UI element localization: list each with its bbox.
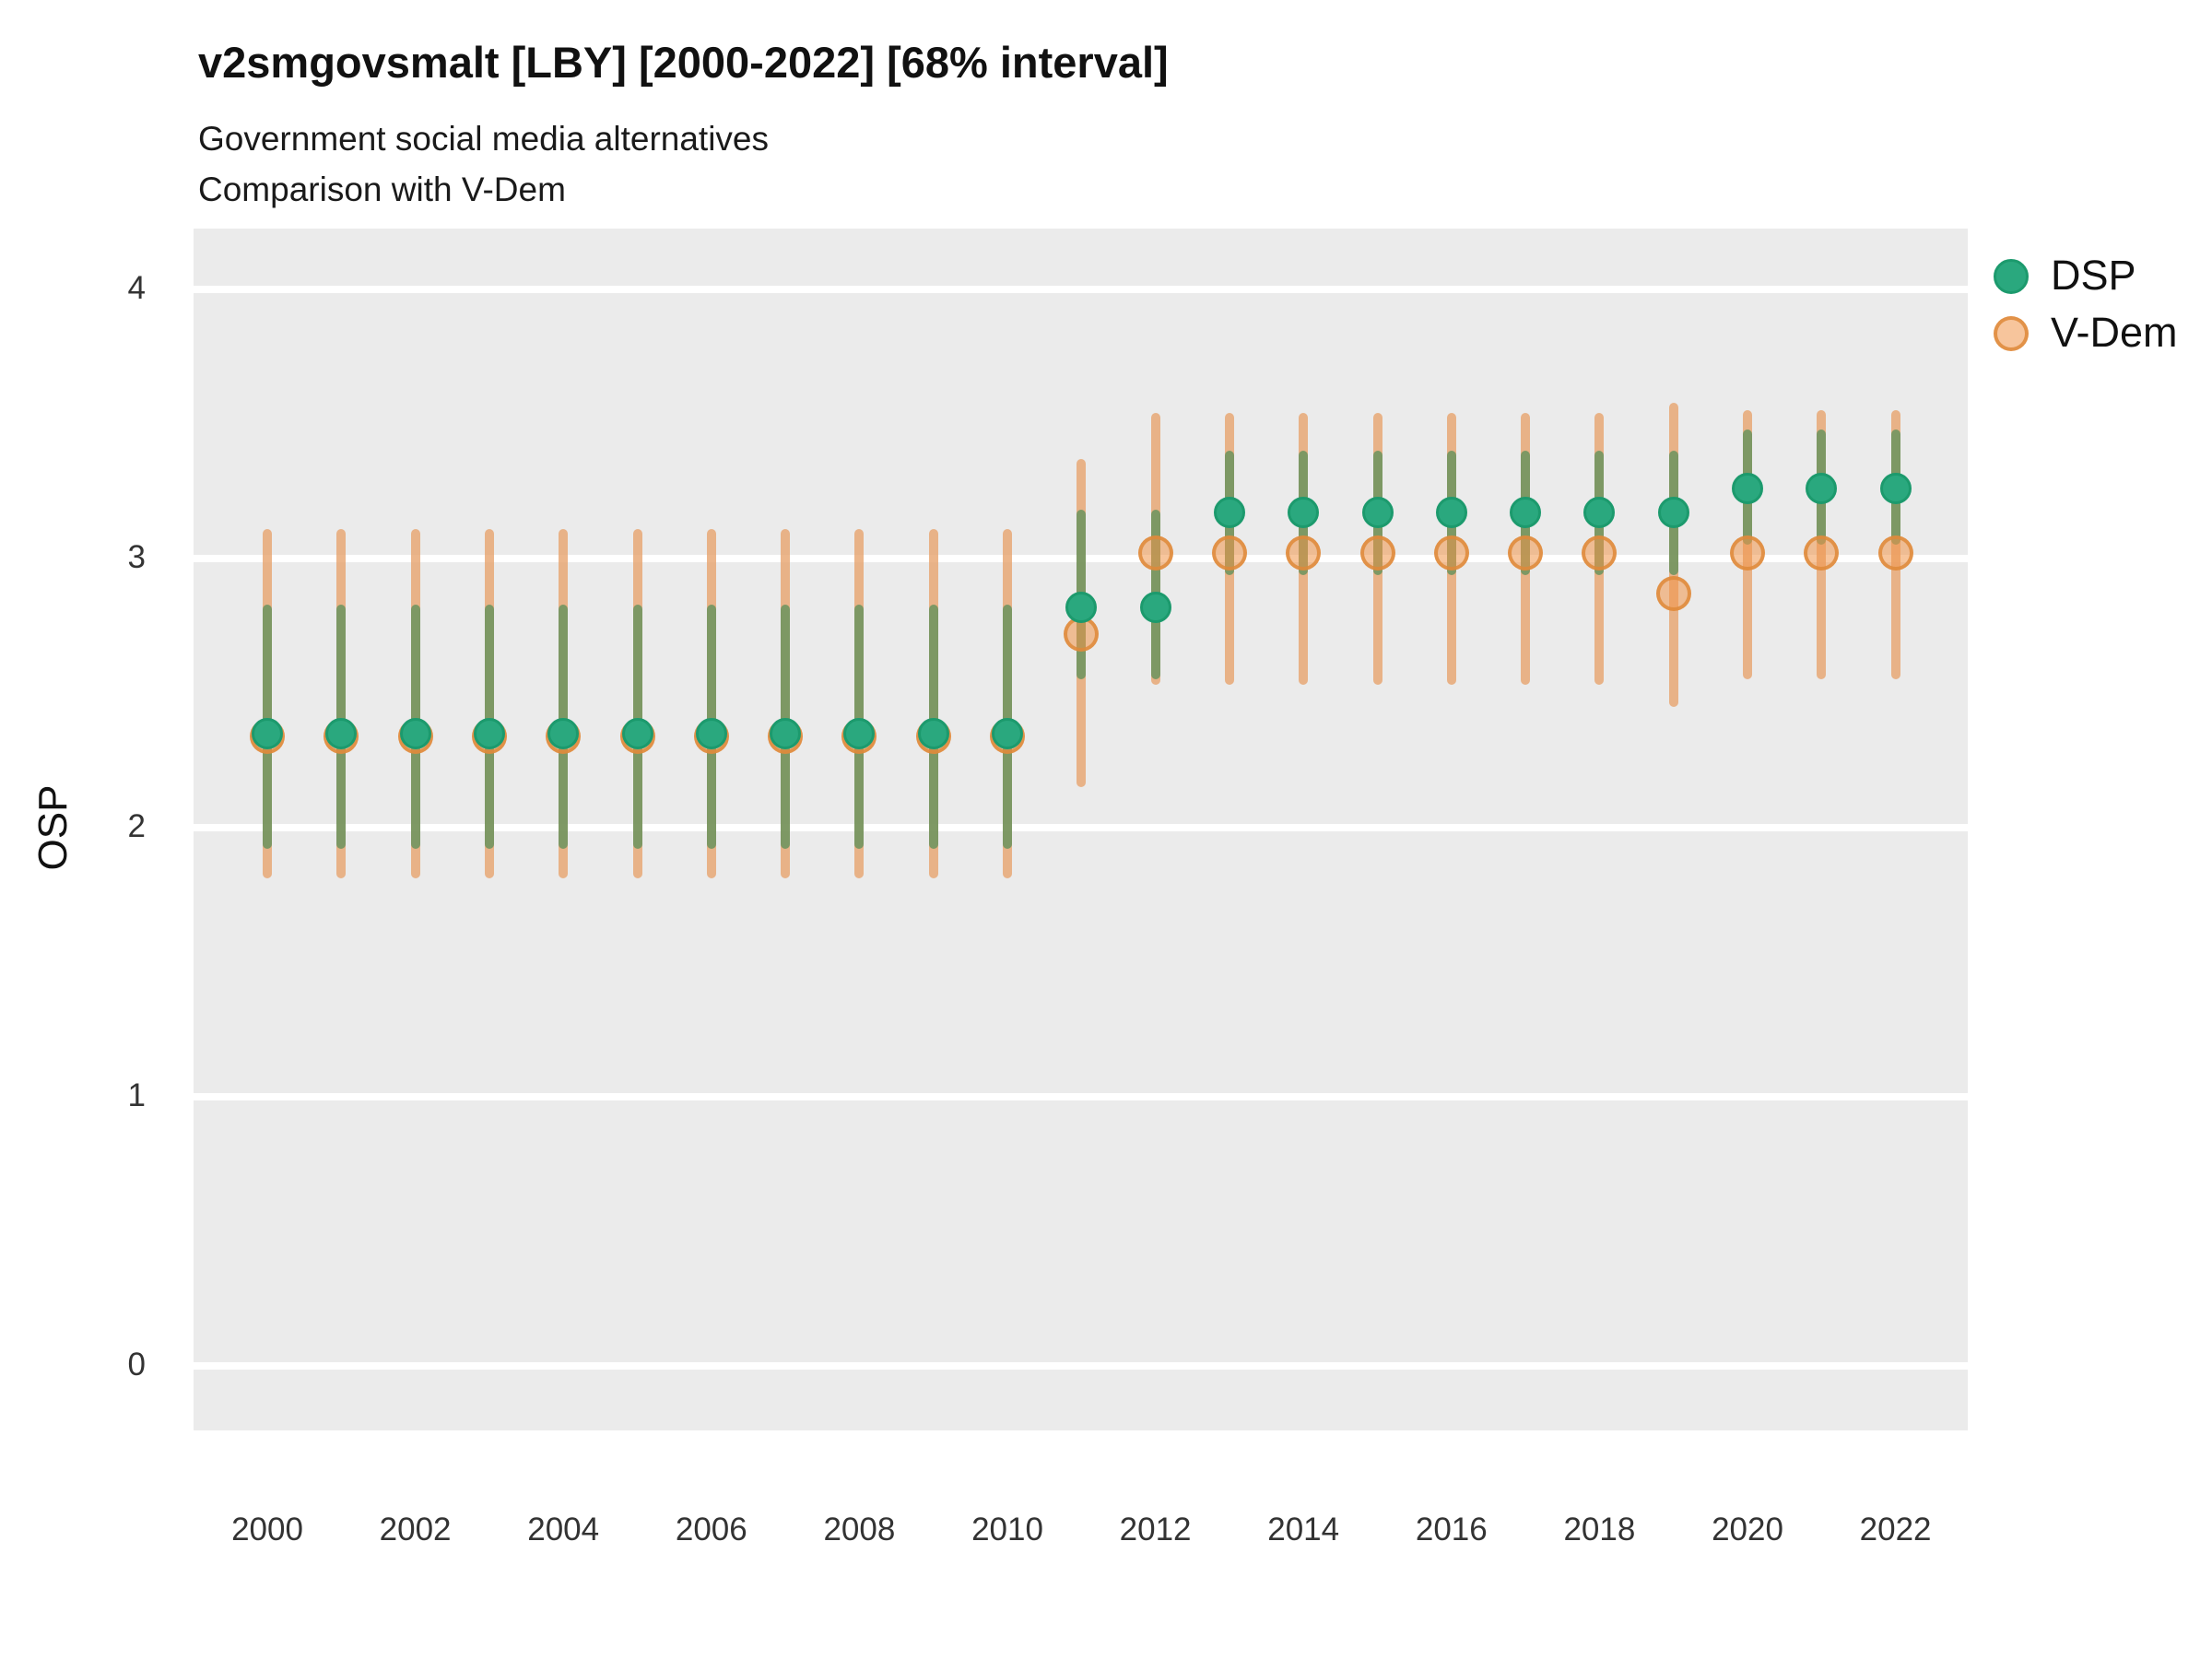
- vdem-point: [1877, 535, 1913, 571]
- dsp-point: [1065, 591, 1098, 623]
- dsp-point: [992, 717, 1023, 749]
- dsp-point: [770, 717, 802, 749]
- legend-vdem-point-icon: [1994, 316, 2029, 351]
- gridline-y-1: [194, 1093, 1968, 1100]
- y-tick-label: 4: [127, 270, 146, 306]
- x-tick-label: 2014: [1267, 1512, 1340, 1547]
- x-tick-label: 2002: [379, 1512, 452, 1547]
- gridline-y-2: [194, 824, 1968, 831]
- gridline-y-4: [194, 286, 1968, 293]
- dsp-point: [252, 717, 283, 749]
- x-tick-label: 2008: [823, 1512, 896, 1547]
- vdem-point: [1655, 575, 1691, 611]
- dsp-point: [1732, 473, 1763, 505]
- chart-title: v2smgovsmalt [LBY] [2000-2022] [68% inte…: [198, 38, 1169, 87]
- vdem-point: [1286, 535, 1322, 571]
- plot-panel: [194, 229, 1968, 1430]
- dsp-point: [1139, 591, 1171, 623]
- dsp-point: [547, 717, 580, 749]
- x-tick-label: 2006: [675, 1512, 747, 1547]
- chart-subtitle-line1: Government social media alternatives: [198, 120, 770, 158]
- x-tick-label: 2012: [1119, 1512, 1192, 1547]
- dsp-point: [917, 717, 949, 749]
- x-tick-label: 2022: [1859, 1512, 1932, 1547]
- vdem-point: [1433, 535, 1469, 571]
- legend-dsp-point-icon: [1994, 259, 2029, 294]
- vdem-point: [1137, 535, 1173, 571]
- dsp-point: [1213, 497, 1245, 529]
- vdem-point: [1582, 535, 1618, 571]
- dsp-point: [1288, 497, 1320, 529]
- chart-subtitle-line2: Comparison with V-Dem: [198, 171, 566, 208]
- y-tick-label: 1: [127, 1077, 146, 1113]
- dsp-point: [695, 717, 727, 749]
- dsp-point: [325, 717, 358, 749]
- dsp-point: [1879, 473, 1912, 505]
- x-tick-label: 2000: [231, 1512, 303, 1547]
- dsp-point: [843, 717, 876, 749]
- dsp-point: [1510, 497, 1542, 529]
- legend-label-vdem: V-Dem: [2051, 309, 2178, 356]
- y-tick-label: 3: [127, 539, 146, 575]
- dsp-point: [473, 717, 505, 749]
- dsp-point: [1435, 497, 1467, 529]
- x-tick-label: 2020: [1712, 1512, 1783, 1547]
- y-tick-label: 2: [127, 808, 146, 844]
- vdem-point: [1508, 535, 1544, 571]
- dsp-point: [399, 717, 431, 749]
- dsp-point: [1583, 497, 1616, 529]
- x-tick-label: 2004: [527, 1512, 600, 1547]
- dsp-point: [1657, 497, 1689, 529]
- legend-label-dsp: DSP: [2051, 252, 2136, 299]
- x-tick-label: 2016: [1415, 1512, 1488, 1547]
- dsp-point: [1806, 473, 1838, 505]
- dsp-point: [621, 717, 653, 749]
- x-tick-label: 2010: [971, 1512, 1043, 1547]
- dsp-point: [1361, 497, 1394, 529]
- vdem-point: [1359, 535, 1395, 571]
- vdem-point: [1730, 535, 1765, 571]
- gridline-y-0: [194, 1362, 1968, 1370]
- x-tick-label: 2018: [1563, 1512, 1636, 1547]
- vdem-point: [1804, 535, 1840, 571]
- y-tick-label: 0: [127, 1347, 146, 1382]
- vdem-point: [1211, 535, 1247, 571]
